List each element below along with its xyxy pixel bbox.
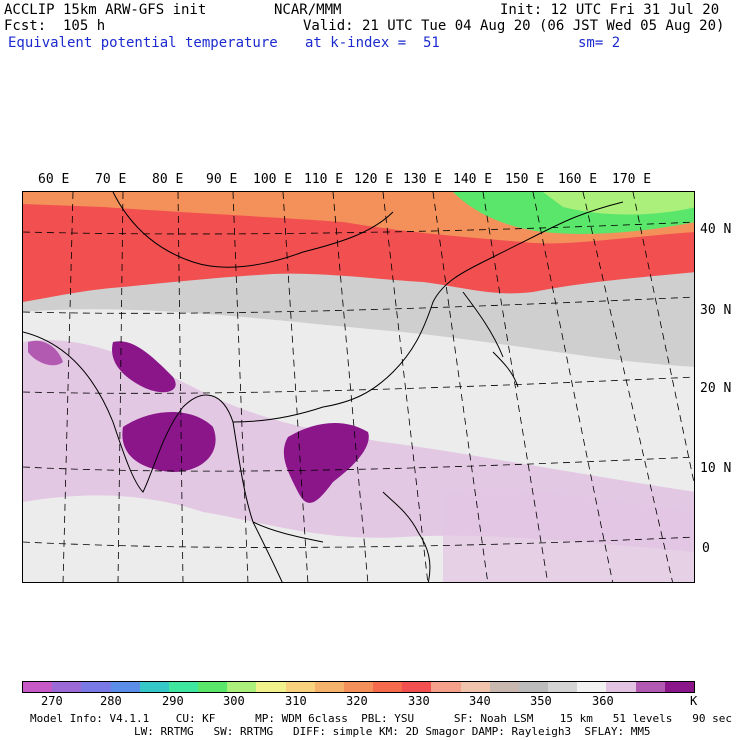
colorbar-label: 320	[346, 694, 368, 708]
colorbar-swatch	[314, 682, 344, 692]
colorbar-label: 270	[41, 694, 63, 708]
map-graphic	[23, 192, 694, 582]
theta-e-map	[22, 191, 695, 583]
lon-label: 140 E	[453, 172, 493, 187]
coastlines	[23, 192, 624, 582]
colorbar-swatch	[518, 682, 549, 692]
colorbar-swatch	[373, 682, 403, 692]
lat-label: 0	[702, 541, 710, 556]
physics-info-line: LW: RRTMG SW: RRTMG DIFF: simple KM: 2D …	[134, 725, 651, 738]
colorbar-swatch	[110, 682, 140, 692]
lon-label: 170 E	[612, 172, 652, 187]
forecast-hour: Fcst: 105 h	[4, 18, 106, 34]
init-time: Init: 12 UTC Fri 31 Jul 20	[500, 2, 720, 18]
colorbar-swatch	[606, 682, 636, 692]
colorbar-swatch	[285, 682, 315, 692]
colorbar-swatch	[664, 682, 694, 692]
level-label: at k-index = 51	[305, 35, 440, 51]
lat-label: 20 N	[700, 381, 732, 396]
colorbar-swatch	[81, 682, 111, 692]
colorbar-label: 340	[469, 694, 491, 708]
colorbar-label: 300	[223, 694, 245, 708]
colorbar-swatch	[635, 682, 665, 692]
colorbar-swatch	[23, 682, 53, 692]
colorbar-label: 360	[592, 694, 614, 708]
lon-label: 70 E	[95, 172, 127, 187]
lon-label: 110 E	[304, 172, 344, 187]
scs-core	[283, 422, 369, 503]
colorbar-swatch	[227, 682, 257, 692]
colorbar-label: 280	[100, 694, 122, 708]
colorbar-swatch	[431, 682, 461, 692]
bay-core	[122, 412, 216, 472]
lon-label: 90 E	[206, 172, 238, 187]
lon-label: 130 E	[403, 172, 443, 187]
pacific-band	[443, 488, 694, 582]
lat-label: 10 N	[700, 461, 732, 476]
colorbar-swatch	[139, 682, 169, 692]
source-label: NCAR/MMM	[274, 2, 342, 18]
colorbar	[22, 681, 695, 693]
field-name: Equivalent potential temperature	[8, 35, 278, 51]
lon-label: 80 E	[152, 172, 184, 187]
colorbar-swatch	[577, 682, 607, 692]
colorbar-swatch	[52, 682, 82, 692]
colorbar-swatch	[168, 682, 199, 692]
lon-label: 150 E	[505, 172, 545, 187]
lon-label: 160 E	[558, 172, 598, 187]
smoothing-label: sm= 2	[578, 35, 621, 51]
lon-label: 60 E	[38, 172, 70, 187]
colorbar-swatch	[460, 682, 490, 692]
bengal-core	[112, 341, 176, 393]
colorbar-label: 310	[285, 694, 307, 708]
lon-label: 120 E	[354, 172, 394, 187]
colorbar-unit: K	[690, 694, 698, 708]
colorbar-swatch	[402, 682, 432, 692]
colorbar-swatch	[256, 682, 286, 692]
colorbar-swatch	[548, 682, 578, 692]
colorbar-swatch	[489, 682, 519, 692]
lon-label: 100 E	[253, 172, 293, 187]
colorbar-swatch	[198, 682, 228, 692]
colorbar-label: 290	[162, 694, 184, 708]
lat-label: 40 N	[700, 222, 732, 237]
lat-label: 30 N	[700, 303, 732, 318]
colorbar-label: 350	[530, 694, 552, 708]
graticule	[23, 192, 694, 582]
model-info-line: Model Info: V4.1.1 CU: KF MP: WDM 6class…	[30, 712, 732, 725]
arabian-core	[28, 340, 63, 366]
valid-time: Valid: 21 UTC Tue 04 Aug 20 (06 JST Wed …	[303, 18, 725, 34]
colorbar-swatch	[343, 682, 374, 692]
colorbar-label: 330	[408, 694, 430, 708]
title-line: ACCLIP 15km ARW-GFS init	[4, 2, 207, 18]
